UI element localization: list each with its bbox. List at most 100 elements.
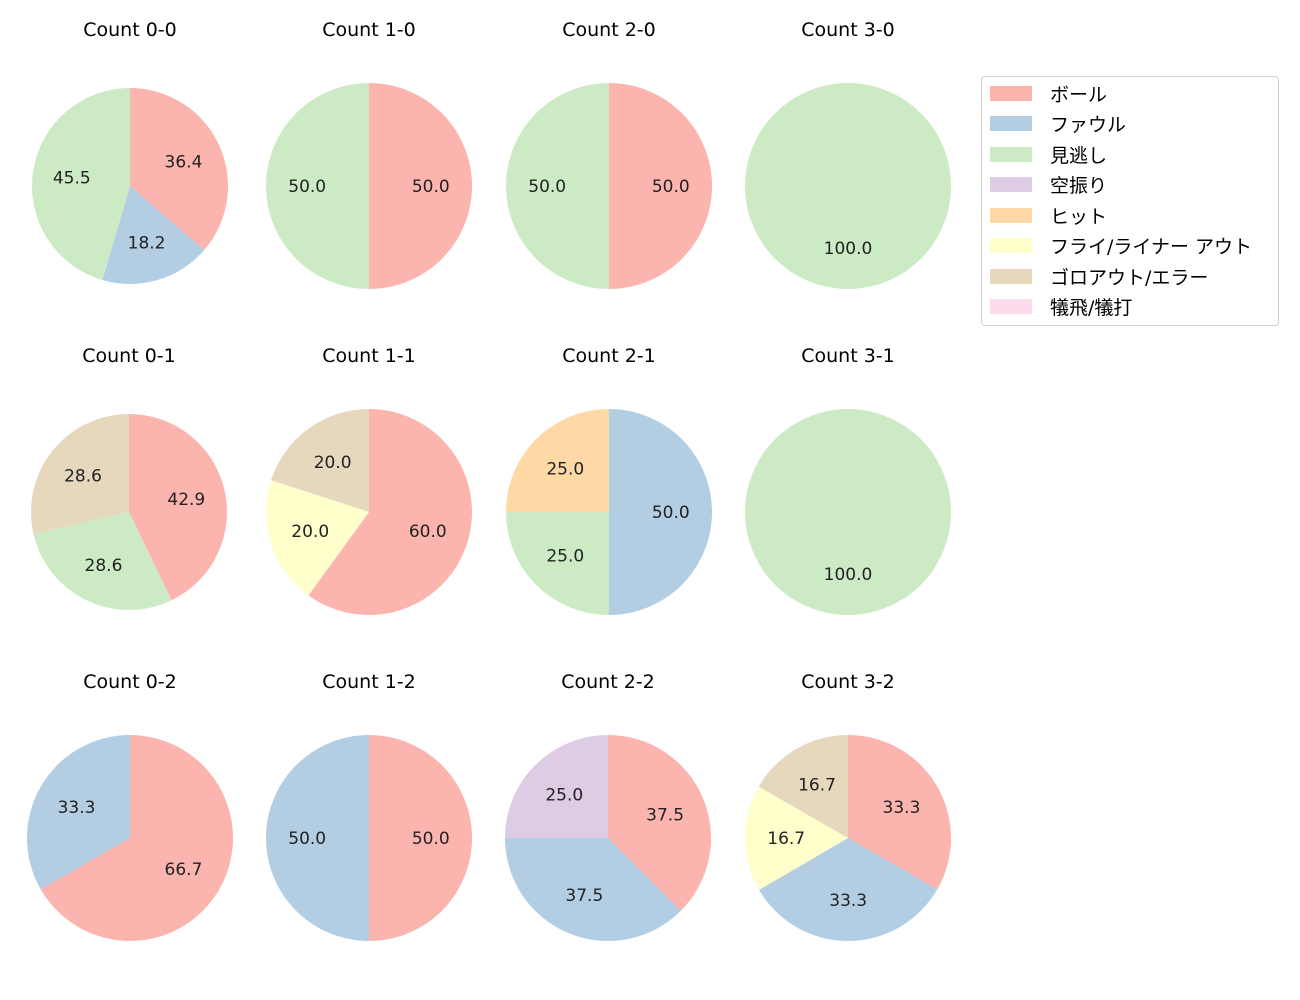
legend-label: ボール (1050, 83, 1108, 106)
chart-title: Count 3-0 (801, 19, 895, 41)
legend-swatch (990, 238, 1032, 253)
pie-chart: Count 2-1 50.0 25.0 25.0 (506, 345, 712, 615)
legend-item-fly-liner-out: フライ/ライナー アウト (990, 234, 1252, 258)
pie-chart: Count 0-2 66.7 33.3 (26, 671, 234, 941)
pie-slice (745, 786, 848, 890)
slice-label: 50.0 (652, 503, 690, 523)
slice-label: 33.3 (883, 798, 921, 818)
slice-label: 100.0 (824, 565, 873, 585)
legend-item-foul: ファウル (990, 112, 1126, 136)
slice-label: 33.3 (58, 798, 96, 818)
pie-slice (745, 409, 951, 615)
legend-label: フライ/ライナー アウト (1050, 236, 1253, 258)
pie-slice (40, 735, 234, 941)
chart-title: Count 2-2 (561, 671, 655, 693)
legend-label: ファウル (1050, 114, 1127, 136)
slice-label: 42.9 (167, 490, 205, 510)
pie-slice (26, 735, 130, 890)
legend-item-hit: ヒット (990, 203, 1108, 228)
legend-item-sacrifice: 犠飛/犠打 (990, 295, 1132, 319)
slice-label: 50.0 (412, 177, 450, 197)
slice-label: 25.0 (546, 547, 584, 567)
pie-chart: Count 2-2 37.5 37.5 25.0 (505, 671, 711, 941)
pie-slice (758, 735, 848, 838)
pie-slice (745, 83, 951, 289)
pie-slice (369, 83, 472, 289)
slice-label: 45.5 (53, 169, 91, 189)
pie-slice (308, 409, 473, 616)
slice-label: 60.0 (409, 522, 447, 542)
slice-label: 25.0 (546, 459, 584, 479)
slice-label: 16.7 (767, 829, 805, 849)
legend-item-ball: ボール (990, 81, 1108, 106)
chart-title: Count 1-2 (322, 671, 416, 693)
pie-slice (848, 735, 951, 890)
pie-slice (266, 480, 369, 596)
slice-label: 25.0 (545, 785, 583, 805)
slice-label: 20.0 (291, 522, 329, 542)
pie-slice (32, 88, 131, 281)
pie-slice (759, 838, 938, 941)
pie-slice (506, 83, 609, 289)
pie-chart: Count 1-0 50.0 50.0 (266, 19, 472, 289)
pie-slice (506, 409, 609, 512)
pie-slice (129, 414, 227, 601)
legend: ボール ファウル 見逃し 空振り ヒット フライ/ライナー アウト ゴロアウト/… (981, 76, 1279, 326)
pie-slice (102, 186, 205, 284)
legend-label: 空振り (1050, 175, 1108, 197)
legend-label: 犠飛/犠打 (1050, 297, 1133, 319)
legend-swatch (990, 268, 1032, 284)
legend-swatch (990, 177, 1032, 192)
chart-title: Count 2-1 (562, 345, 656, 367)
pie-chart: Count 3-2 33.3 33.3 16.7 16.7 (745, 671, 951, 941)
legend-swatch (990, 207, 1032, 223)
legend-swatch (990, 299, 1032, 314)
chart-title: Count 0-0 (83, 19, 177, 41)
chart-title: Count 1-0 (322, 19, 416, 41)
slice-label: 50.0 (528, 177, 566, 197)
slice-label: 50.0 (412, 829, 450, 849)
slice-label: 50.0 (652, 177, 690, 197)
pie-chart: Count 0-0 36.4 18.2 45.5 (32, 19, 228, 284)
pie-chart: Count 3-1 100.0 (745, 345, 951, 615)
slice-label: 28.6 (85, 556, 123, 576)
pie-slice (266, 735, 369, 941)
legend-item-called-strike: 見逃し (990, 142, 1108, 167)
chart-title: Count 2-0 (562, 19, 656, 41)
legend-swatch (990, 146, 1032, 162)
pie-slice (506, 512, 609, 615)
pie-slice (33, 512, 172, 610)
pie-chart: Count 3-0 100.0 (745, 19, 951, 289)
pie-chart: Count 0-1 42.9 28.6 28.6 (30, 345, 227, 610)
slice-label: 18.2 (128, 233, 166, 253)
slice-label: 37.5 (565, 886, 603, 906)
pie-slice (30, 414, 130, 534)
pie-chart: Count 1-1 60.0 20.0 20.0 (266, 345, 473, 616)
slice-label: 50.0 (288, 829, 326, 849)
legend-label: ゴロアウト/エラー (1050, 266, 1209, 289)
legend-item-swinging-strike: 空振り (990, 173, 1107, 197)
chart-title: Count 3-1 (801, 345, 895, 367)
pie-slice (608, 735, 711, 911)
slice-label: 36.4 (165, 153, 203, 173)
legend-label: 見逃し (1050, 144, 1108, 167)
slice-label: 37.5 (646, 805, 684, 825)
pie-slice (369, 735, 472, 941)
pie-chart: Count 2-0 50.0 50.0 (506, 19, 712, 289)
pie-slice (609, 409, 712, 615)
chart-title: Count 3-2 (801, 671, 895, 693)
slice-label: 33.3 (829, 891, 867, 911)
chart-title: Count 0-2 (83, 671, 177, 693)
slice-label: 50.0 (288, 177, 326, 197)
legend-item-grounder-error: ゴロアウト/エラー (990, 264, 1209, 289)
pie-slice (609, 83, 712, 289)
pie-slice (266, 83, 369, 289)
slice-label: 100.0 (824, 239, 873, 259)
slice-label: 20.0 (314, 453, 352, 473)
legend-label: ヒット (1050, 205, 1108, 228)
pie-slice (130, 88, 228, 251)
slice-label: 16.7 (798, 776, 836, 796)
slice-label: 66.7 (165, 860, 203, 880)
pie-slice (505, 735, 608, 838)
